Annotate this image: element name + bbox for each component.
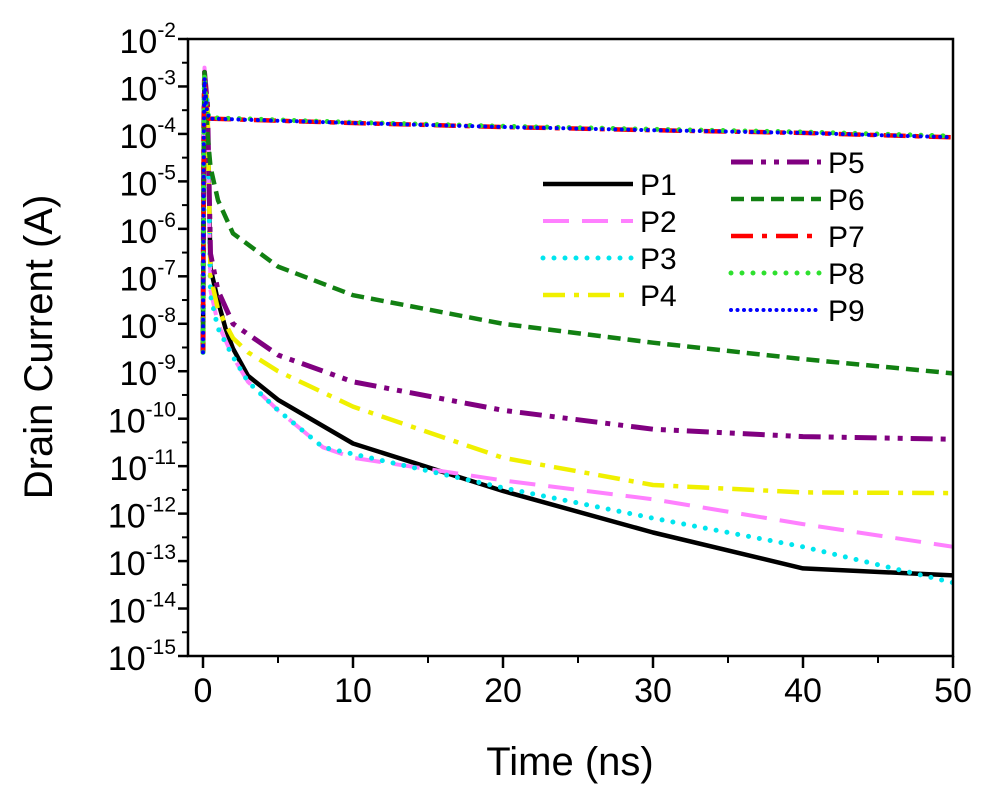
legend-label-p2: P2 xyxy=(640,206,677,239)
y-tick-label: 10-9 xyxy=(119,351,176,393)
legend-label-p3: P3 xyxy=(640,243,677,276)
x-tick-label: 10 xyxy=(334,672,372,710)
y-tick-label: 10-7 xyxy=(119,256,176,298)
legend-label-p5: P5 xyxy=(828,147,865,180)
x-tick-label: 40 xyxy=(784,672,822,710)
y-tick-label: 10-13 xyxy=(108,541,176,583)
legend-label-p4: P4 xyxy=(640,280,677,313)
y-tick-label: 10-11 xyxy=(109,446,176,488)
series-line-p9 xyxy=(201,76,953,355)
x-tick-label: 50 xyxy=(934,672,972,710)
y-tick-label: 10-15 xyxy=(108,636,176,678)
y-tick-label: 10-2 xyxy=(119,19,176,61)
x-tick-label: 0 xyxy=(194,672,213,710)
legend: P1 P2 P3 P4 P5 P6 P7 P8 P9 xyxy=(540,147,865,328)
y-tick-label: 10-5 xyxy=(119,161,176,203)
axis-ticks xyxy=(178,37,955,668)
legend-label-p7: P7 xyxy=(828,221,865,254)
plot-frame xyxy=(186,37,955,658)
legend-label-p9: P9 xyxy=(828,295,865,328)
legend-label-p6: P6 xyxy=(828,184,865,217)
series-layer xyxy=(200,65,953,586)
y-tick-label: 10-14 xyxy=(108,589,177,631)
x-tick-label: 30 xyxy=(634,672,672,710)
y-axis-title: Drain Current (A) xyxy=(17,195,61,500)
y-tick-label: 10-6 xyxy=(119,209,176,251)
y-tick-label: 10-8 xyxy=(119,304,176,346)
x-tick-label: 20 xyxy=(484,672,522,710)
x-axis-title: Time (ns) xyxy=(486,740,653,784)
series-line-p6 xyxy=(200,69,953,376)
legend-label-p8: P8 xyxy=(828,258,865,291)
y-tick-label: 10-12 xyxy=(108,494,176,536)
y-tick-label: 10-4 xyxy=(119,114,176,156)
y-tick-label: 10-3 xyxy=(119,66,176,108)
y-tick-label: 10-10 xyxy=(108,399,176,441)
legend-label-p1: P1 xyxy=(640,169,677,202)
